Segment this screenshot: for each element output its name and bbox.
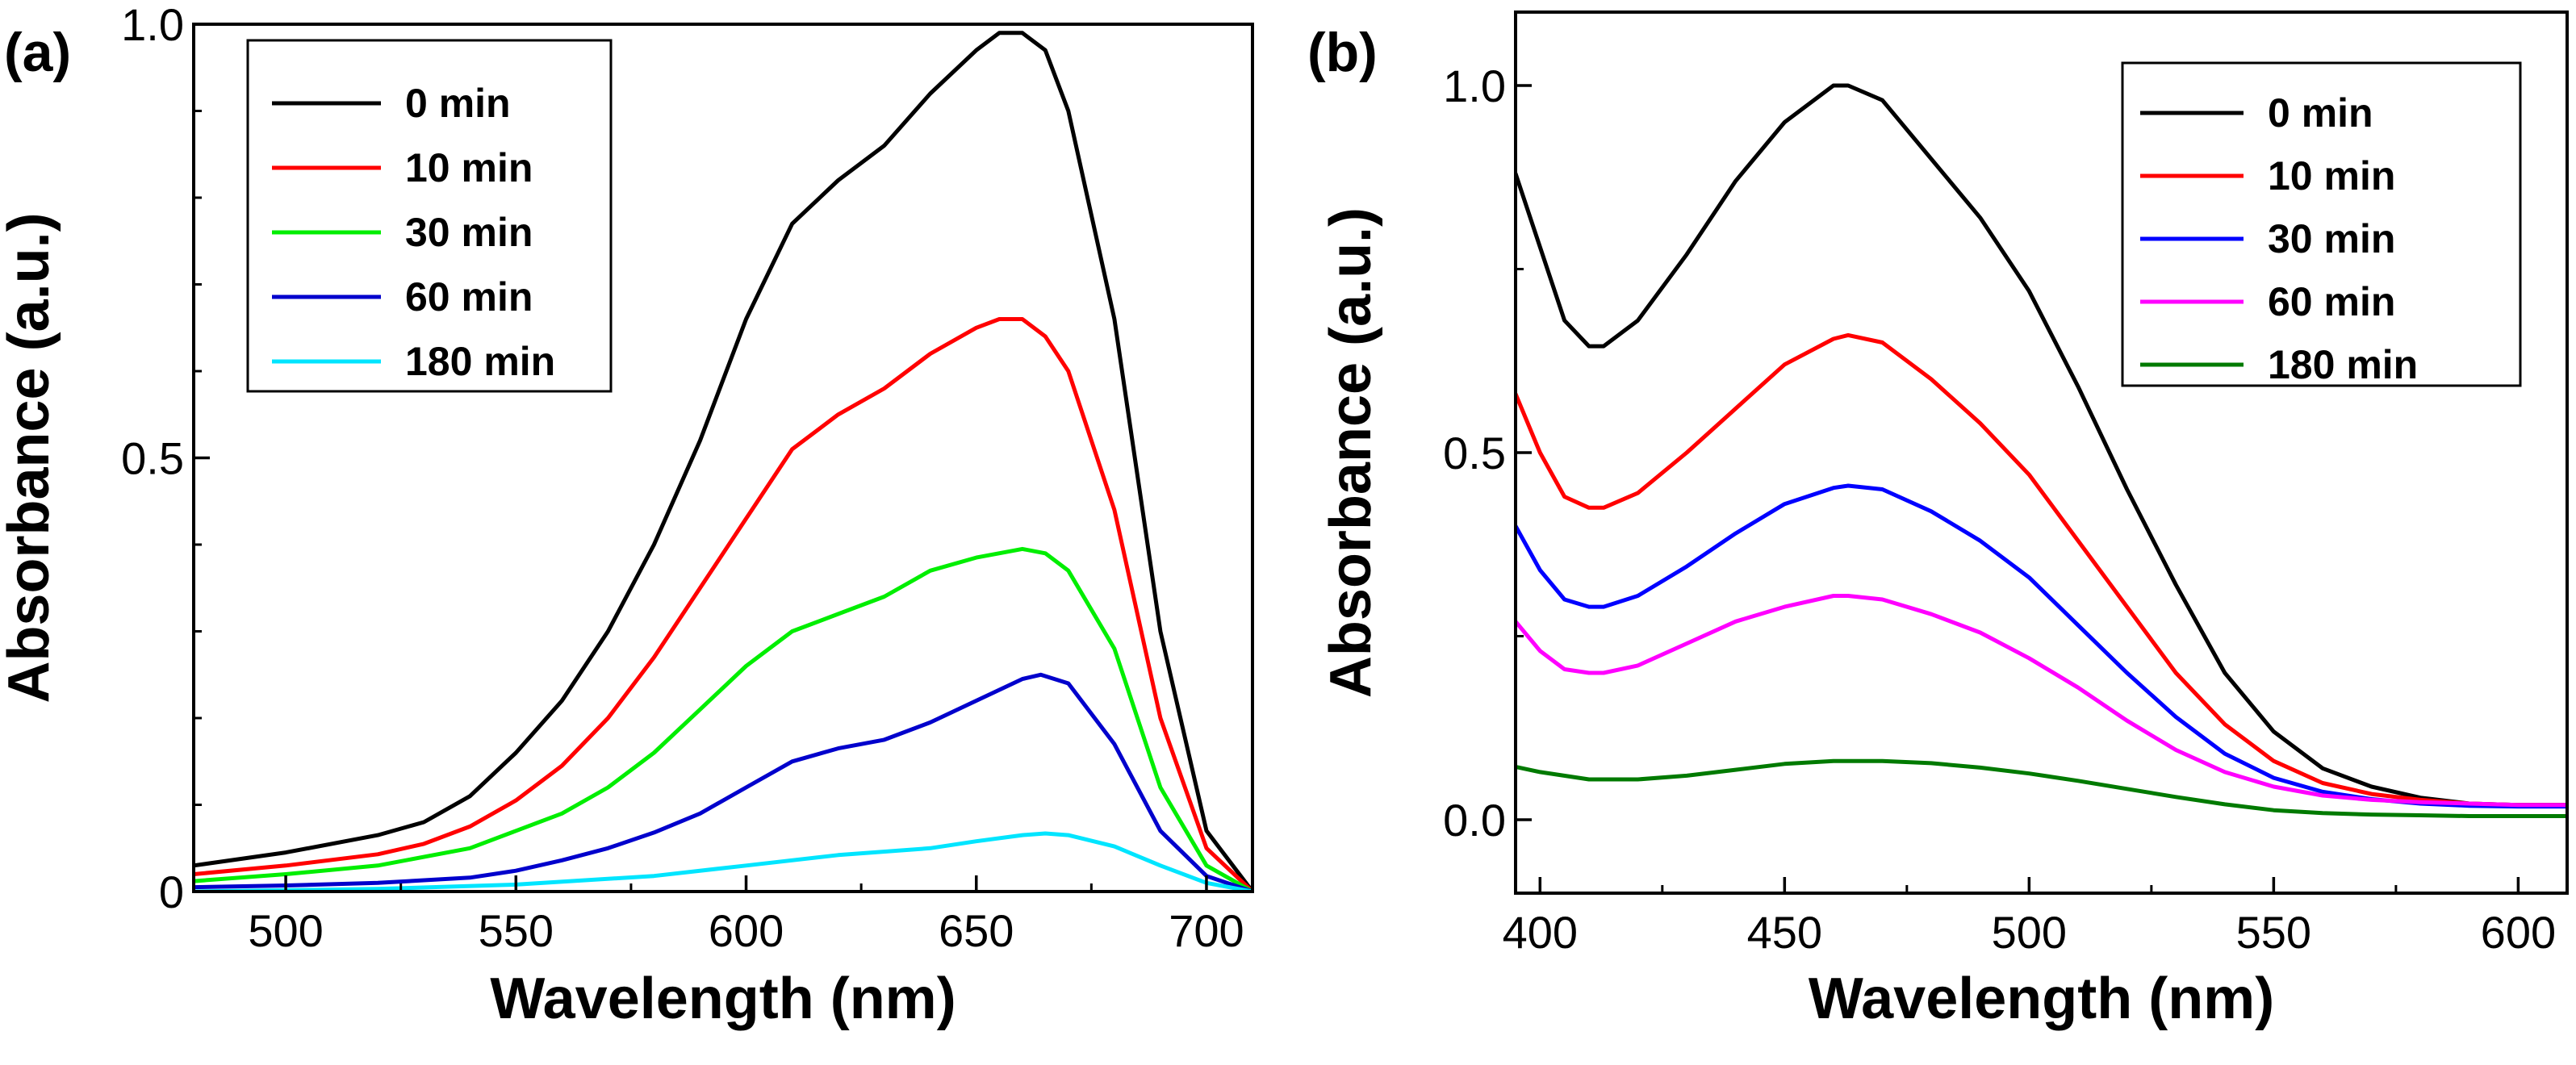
panel-a-chart: 500 550 600 650 700 0 0.5 1.0 Wavelength (nm) Abs…: [0, 0, 1254, 1031]
panel-b-legend-label-0: 0 min: [2268, 90, 2373, 136]
panel-a-legend-label-2: 30 min: [405, 210, 533, 255]
panel-a-y-tick-label: 1.0: [121, 0, 184, 50]
panel-b-x-tick-label: 550: [2236, 907, 2311, 958]
panel-a-legend-label-0: 0 min: [405, 81, 511, 126]
panel-b-y-axis-title: Absorbance (a.u.): [1319, 207, 1383, 698]
panel-a-series-line-1: [194, 317, 1252, 892]
panel-b-series-line-1: [1516, 332, 2567, 808]
panel-b-x-tick-label: 600: [2481, 907, 2556, 958]
panel-b-x-tick-label: 450: [1747, 907, 1822, 958]
panel-a-x-tick-label: 550: [479, 905, 554, 956]
panel-b-series-line-4: [1516, 758, 2567, 818]
panel-b-legend-label-2: 30 min: [2268, 216, 2395, 261]
panel-b-y-tick-label: 0.5: [1443, 428, 1506, 478]
panel-a-series-line-2: [194, 546, 1252, 892]
panel-b-legend-box: [2121, 61, 2522, 387]
panel-b-x-tick-label: 400: [1503, 907, 1578, 958]
panel-a-y-tick-label: 0: [159, 867, 184, 917]
panel-b-y-tick-label: 1.0: [1443, 61, 1506, 111]
panel-b-x-axis-title: Wavelength (nm): [1809, 967, 2274, 1031]
panel-a-legend-box: [246, 39, 613, 393]
panel-a-panel-label: (a): [4, 22, 71, 83]
panel-a-y-axis-title: Absorbance (a.u.): [0, 212, 61, 703]
panel-b-legend: 0 min 10 min 30 min 60 min 180 min: [2121, 61, 2522, 387]
panel-a-legend-label-4: 180 min: [405, 339, 555, 384]
panel-b-chart: 400 450 500 550 600 0.0 0.5 1.0 Wavelength (nm) A…: [1307, 10, 2569, 1031]
panel-a-legend-label-3: 60 min: [405, 274, 533, 320]
panel-a-legend-label-1: 10 min: [405, 145, 533, 190]
panel-a-x-tick-label: 600: [709, 905, 784, 956]
panel-b-x-tick-label: 500: [1992, 907, 2067, 958]
panel-a-y-tick-label: 0.5: [121, 433, 184, 484]
panel-a-series-line-0: [194, 31, 1252, 892]
panel-b-legend-label-4: 180 min: [2268, 342, 2418, 387]
panel-a-x-tick-label: 500: [248, 905, 323, 956]
panel-b-series-line-2: [1516, 483, 2567, 809]
panel-a-x-axis-title: Wavelength (nm): [490, 967, 956, 1031]
panel-b-panel-label: (b): [1307, 22, 1378, 83]
panel-b-series-line-3: [1516, 594, 2567, 808]
panel-a-x-tick-label: 700: [1169, 905, 1244, 956]
panel-a-series-line-3: [194, 672, 1252, 892]
panel-b-legend-label-3: 60 min: [2268, 279, 2395, 324]
panel-a-series-line-4: [194, 831, 1252, 892]
panel-b-series-line-0: [1516, 83, 2567, 808]
panel-b-legend-label-1: 10 min: [2268, 153, 2395, 198]
panel-b-y-tick-label: 0.0: [1443, 795, 1506, 846]
panel-a-x-tick-label: 650: [939, 905, 1014, 956]
panel-a-legend: 0 min 10 min 30 min 60 min 180 min: [246, 39, 613, 393]
